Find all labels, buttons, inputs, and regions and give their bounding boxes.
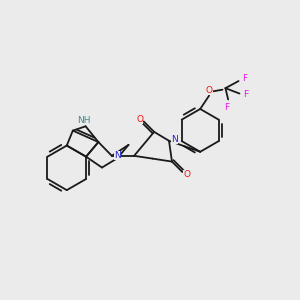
Text: O: O	[183, 170, 190, 179]
Text: F: F	[243, 90, 248, 99]
Text: NH: NH	[77, 116, 91, 125]
Text: O: O	[136, 115, 143, 124]
Text: F: F	[242, 74, 247, 83]
Text: N: N	[171, 135, 178, 144]
Text: N: N	[114, 151, 121, 160]
Text: O: O	[206, 86, 213, 95]
Text: F: F	[224, 103, 230, 112]
